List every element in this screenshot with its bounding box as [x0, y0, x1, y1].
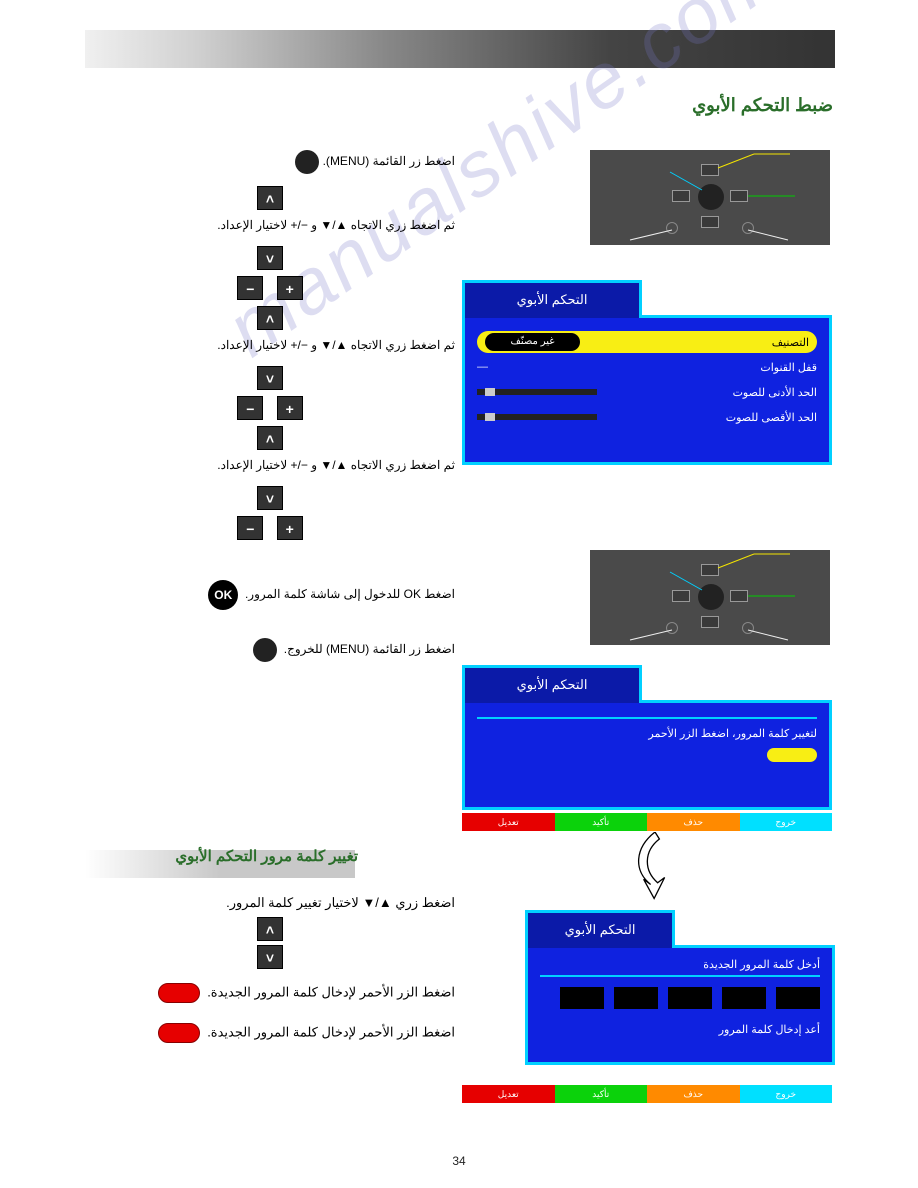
menu2-line: لتغيير كلمة المرور، اضغط الزر الأحمر [477, 727, 817, 740]
steps-column-2: اضغط زري ▲/▼ لاختيار تغيير كلمة المرور. … [85, 895, 455, 1049]
menu-screen-2: التحكم الأبوي لتغيير كلمة المرور، اضغط ا… [462, 700, 832, 810]
minus-button[interactable]: − [237, 276, 263, 300]
pwd-digit[interactable] [614, 987, 658, 1009]
up-button[interactable]: ˄ [257, 186, 283, 210]
page-number: 34 [0, 1154, 918, 1168]
footer-cyan[interactable]: خروج [740, 813, 833, 831]
row-value: — [477, 361, 488, 373]
row-label: الحد الأدنى للصوت [733, 386, 817, 399]
menu1-row-maxvol[interactable]: الحد الأقصى للصوت [477, 406, 817, 428]
menu-button-icon[interactable] [295, 150, 319, 174]
plus-button-3[interactable]: + [277, 516, 303, 540]
menu1-tab: التحكم الأبوي [462, 280, 642, 318]
step-6: اضغط زر القائمة (MENU) للخروج. [85, 638, 455, 662]
password-boxes[interactable] [540, 987, 820, 1009]
pwd-digit[interactable] [776, 987, 820, 1009]
row-value: غير مصنّف [485, 333, 580, 351]
down-button-4[interactable]: ˅ [257, 945, 283, 969]
row-label: قفل القنوات [760, 361, 817, 374]
footer-red-2[interactable]: تعديل [462, 1085, 555, 1103]
footer-green-2[interactable]: تأكيد [555, 1085, 648, 1103]
step-text: اضغط الزر الأحمر لإدخال كلمة المرور الجد… [207, 984, 455, 999]
menu3-line2: أعد إدخال كلمة المرور [540, 1023, 820, 1036]
step-text: اضغط زري ▲/▼ لاختيار تغيير كلمة المرور. [226, 895, 455, 910]
step-1: اضغط زر القائمة (MENU). [85, 150, 455, 174]
menu3-tab: التحكم الأبوي [525, 910, 675, 948]
remote-leaders [590, 150, 830, 245]
menu2-body: لتغيير كلمة المرور، اضغط الزر الأحمر [465, 703, 829, 779]
remote-diagram-2 [590, 550, 830, 645]
step-3: ثم اضغط زري الاتجاه ▲/▼ و −/+ لاختيار ال… [85, 336, 455, 354]
red-button[interactable] [158, 983, 200, 1003]
step-8b: اضغط الزر الأحمر لإدخال كلمة المرور الجد… [85, 1023, 455, 1043]
menu-screen-1: التحكم الأبوي التصنيف غير مصنّف قفل القن… [462, 315, 832, 465]
plus-button[interactable]: + [277, 276, 303, 300]
menu1-row-minvol[interactable]: الحد الأدنى للصوت [477, 381, 817, 403]
step-text: ثم اضغط زري الاتجاه ▲/▼ و −/+ لاختيار ال… [217, 338, 455, 352]
minus-button-3[interactable]: − [237, 516, 263, 540]
step-2: ثم اضغط زري الاتجاه ▲/▼ و −/+ لاختيار ال… [85, 216, 455, 234]
menu3-line1: أدخل كلمة المرور الجديدة [540, 958, 820, 971]
down-button-2[interactable]: ˅ [257, 366, 283, 390]
step-text: اضغط زر القائمة (MENU) للخروج. [284, 642, 455, 656]
up-button-2[interactable]: ˄ [257, 306, 283, 330]
menu1-body: التصنيف غير مصنّف قفل القنوات — الحد الأ… [465, 318, 829, 445]
down-button-3[interactable]: ˅ [257, 486, 283, 510]
step-4: ثم اضغط زري الاتجاه ▲/▼ و −/+ لاختيار ال… [85, 456, 455, 474]
row-label: التصنيف [772, 336, 809, 349]
menu2-tab: التحكم الأبوي [462, 665, 642, 703]
step-5: اضغط OK للدخول إلى شاشة كلمة المرور. OK [85, 580, 455, 610]
slider-max[interactable] [477, 414, 597, 420]
step-7: اضغط زري ▲/▼ لاختيار تغيير كلمة المرور. [85, 895, 455, 911]
up-button-4[interactable]: ˄ [257, 917, 283, 941]
menu-screen-3: التحكم الأبوي أدخل كلمة المرور الجديدة أ… [525, 945, 835, 1065]
red-button-2[interactable] [158, 1023, 200, 1043]
menu3-body: أدخل كلمة المرور الجديدة أعد إدخال كلمة … [528, 948, 832, 1050]
menu1-row-rating[interactable]: التصنيف غير مصنّف [477, 331, 817, 353]
steps-column: اضغط زر القائمة (MENU). ˄ ثم اضغط زري ال… [85, 150, 455, 674]
step-8: اضغط الزر الأحمر لإدخال كلمة المرور الجد… [85, 983, 455, 1003]
pwd-digit[interactable] [668, 987, 712, 1009]
step-text: اضغط OK للدخول إلى شاشة كلمة المرور. [245, 587, 455, 601]
header-gradient [85, 30, 835, 68]
remote-diagram-1 [590, 150, 830, 245]
footer-green[interactable]: تأكيد [555, 813, 648, 831]
step-text: ثم اضغط زري الاتجاه ▲/▼ و −/+ لاختيار ال… [217, 458, 455, 472]
footer-orange[interactable]: حذف [647, 813, 740, 831]
menu-button-icon-2[interactable] [253, 638, 277, 662]
down-button[interactable]: ˅ [257, 246, 283, 270]
section-heading-1: ضبط التحكم الأبوي [692, 95, 833, 116]
footer-red[interactable]: تعديل [462, 813, 555, 831]
step-text: اضغط الزر الأحمر لإدخال كلمة المرور الجد… [207, 1024, 455, 1039]
up-button-3[interactable]: ˄ [257, 426, 283, 450]
minus-button-2[interactable]: − [237, 396, 263, 420]
footer-cyan-2[interactable]: خروج [740, 1085, 833, 1103]
menu3-footer: تعديل تأكيد حذف خروج [462, 1085, 832, 1103]
pwd-digit[interactable] [722, 987, 766, 1009]
ok-button[interactable]: OK [208, 580, 238, 610]
plus-button-2[interactable]: + [277, 396, 303, 420]
step-text: اضغط زر القائمة (MENU). [323, 154, 455, 168]
row-label: الحد الأقصى للصوت [726, 411, 817, 424]
step-text: ثم اضغط زري الاتجاه ▲/▼ و −/+ لاختيار ال… [217, 218, 455, 232]
section-heading-2: تغيير كلمة مرور التحكم الأبوي [175, 847, 358, 865]
pwd-digit[interactable] [560, 987, 604, 1009]
slider-min[interactable] [477, 389, 597, 395]
menu2-highlight [767, 748, 817, 762]
arrow-between-menus [620, 832, 690, 902]
menu1-row-lock[interactable]: قفل القنوات — [477, 356, 817, 378]
menu2-footer: تعديل تأكيد حذف خروج [462, 813, 832, 831]
footer-orange-2[interactable]: حذف [647, 1085, 740, 1103]
